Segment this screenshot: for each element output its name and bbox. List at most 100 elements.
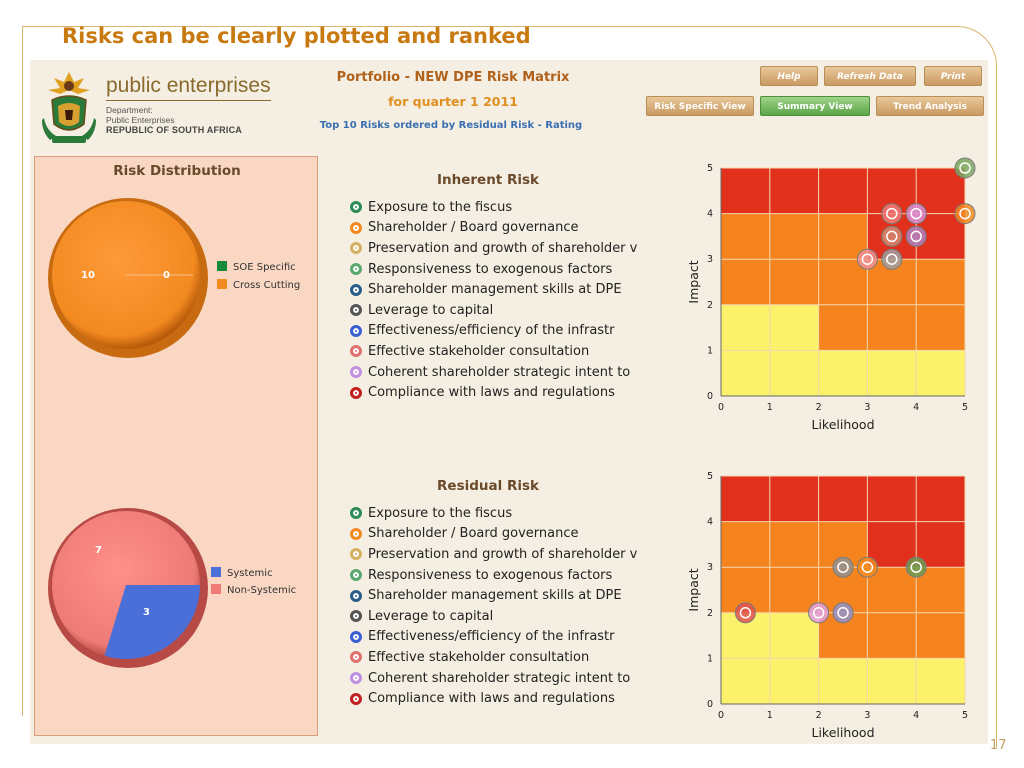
risk-list-item: Exposure to the fiscus <box>350 503 637 524</box>
risk-point-inner <box>837 607 849 619</box>
legend-swatch <box>211 567 221 577</box>
risk-marker-icon <box>350 651 362 664</box>
risk-point-marker <box>905 556 927 578</box>
risk-zone-cell <box>769 476 819 522</box>
risk-point <box>905 203 927 225</box>
refresh-data-button[interactable]: Refresh Data <box>824 66 916 86</box>
risk-name: Coherent shareholder strategic intent to <box>368 364 631 380</box>
summary-view-button[interactable]: Summary View <box>760 96 870 116</box>
inherent-risk-matrix: 0 1 2 3 4 5 0 1 2 3 4 5 Likelihood Impact <box>686 157 976 432</box>
help-button[interactable]: Help <box>760 66 818 86</box>
risk-list-item: Responsiveness to exogenous factors <box>350 565 637 586</box>
slide-frame-line <box>22 26 23 716</box>
x-tick-label: 5 <box>962 710 968 721</box>
risk-list-item: Exposure to the fiscus <box>350 197 637 218</box>
risk-name: Effectiveness/efficiency of the infrastr <box>368 629 615 645</box>
trend-analysis-button[interactable]: Trend Analysis <box>876 96 984 116</box>
risk-matrix-app: public enterprises Department: Public En… <box>30 60 988 744</box>
risk-zone-cell <box>818 304 868 351</box>
legend-label: Non-Systemic <box>227 585 297 596</box>
risk-list-item: Effective stakeholder consultation <box>350 341 637 362</box>
risk-zone-cell <box>818 350 868 396</box>
risk-point <box>734 602 756 624</box>
risk-point-marker <box>905 225 927 247</box>
risk-point-inner <box>910 207 922 220</box>
risk-point <box>881 225 903 247</box>
risk-zone-cell <box>769 168 819 214</box>
pie-label-systemic: 3 <box>143 607 150 618</box>
residual-risk-title: Residual Risk <box>437 478 539 494</box>
risk-point-marker <box>808 602 830 624</box>
risk-zone-cell <box>867 521 917 568</box>
risk-point <box>856 556 878 578</box>
brand-line-name: Public Enterprises <box>106 115 175 125</box>
risk-list-item: Preservation and growth of shareholder v <box>350 544 637 565</box>
risk-point-inner <box>886 253 898 265</box>
legend-swatch <box>217 261 227 271</box>
brand-line-department: Department: <box>106 105 153 115</box>
risk-zone-cell <box>916 476 965 522</box>
risk-zone-cell <box>769 259 819 305</box>
risk-zone-cell <box>916 567 965 613</box>
print-button[interactable]: Print <box>924 66 982 86</box>
risk-point-marker <box>832 602 854 624</box>
risk-point-inner <box>886 207 898 220</box>
y-tick-label: 2 <box>707 300 713 311</box>
risk-zone-cell <box>916 168 965 214</box>
y-tick-label: 5 <box>707 163 713 174</box>
risk-zone-cell <box>867 476 917 522</box>
risk-zone-cell <box>916 259 965 305</box>
legend-systemic: Systemic <box>211 567 273 579</box>
risk-name: Compliance with laws and regulations <box>368 385 615 401</box>
risk-point-inner <box>739 607 752 619</box>
risk-list-item: Shareholder management skills at DPE <box>350 279 637 300</box>
risk-zone-cell <box>818 658 868 704</box>
risk-name: Compliance with laws and regulations <box>368 691 615 707</box>
risk-point-inner <box>910 561 922 573</box>
coat-of-arms-logo <box>42 72 96 143</box>
slide-number: 17 <box>990 738 1007 753</box>
risk-zone-cell <box>818 259 868 305</box>
risk-zone-cell <box>721 304 770 351</box>
risk-point-inner <box>861 561 874 573</box>
risk-zone-cell <box>769 658 819 704</box>
risk-name: Preservation and growth of shareholder v <box>368 240 638 256</box>
risk-zone-cell <box>818 168 868 214</box>
x-tick-label: 0 <box>718 710 724 721</box>
risk-marker-icon <box>350 569 362 582</box>
risk-name: Responsiveness to exogenous factors <box>368 567 613 583</box>
pie-slice-systemic <box>104 585 200 659</box>
risk-point-marker <box>856 248 878 270</box>
risk-specific-view-button[interactable]: Risk Specific View <box>646 96 754 116</box>
risk-point <box>881 203 903 225</box>
page-subtitle: Top 10 Risks ordered by Residual Risk - … <box>319 120 583 131</box>
risk-point-inner <box>959 207 971 220</box>
x-tick-label: 2 <box>816 710 822 721</box>
risk-zone-cell <box>818 476 868 522</box>
risk-name: Shareholder / Board governance <box>368 220 579 236</box>
risk-zone-cell <box>818 213 868 260</box>
risk-point-marker <box>832 556 854 578</box>
risk-zone-cell <box>721 476 770 522</box>
risk-point <box>856 248 878 270</box>
risk-name: Responsiveness to exogenous factors <box>368 261 613 277</box>
risk-name: Shareholder management skills at DPE <box>368 588 622 604</box>
risk-list-item: Effectiveness/efficiency of the infrastr <box>350 321 637 342</box>
x-tick-label: 3 <box>864 710 870 721</box>
risk-list-item: Shareholder / Board governance <box>350 218 637 239</box>
risk-zone-cell <box>769 612 819 659</box>
brand-line-country: REPUBLIC OF SOUTH AFRICA <box>106 125 242 135</box>
risk-zone-cell <box>769 304 819 351</box>
risk-point-marker <box>954 157 976 179</box>
risk-list-item: Coherent shareholder strategic intent to <box>350 362 637 383</box>
y-tick-label: 5 <box>707 471 713 482</box>
y-tick-label: 3 <box>707 562 713 573</box>
risk-name: Shareholder / Board governance <box>368 526 579 542</box>
brand-block: public enterprises Department: Public En… <box>106 74 271 135</box>
risk-name: Shareholder management skills at DPE <box>368 282 622 298</box>
risk-list-item: Leverage to capital <box>350 300 637 321</box>
y-axis-label: Impact <box>686 568 701 611</box>
risk-marker-icon <box>350 366 362 379</box>
risk-zone-cell <box>916 304 965 351</box>
risk-marker-icon <box>350 345 362 358</box>
